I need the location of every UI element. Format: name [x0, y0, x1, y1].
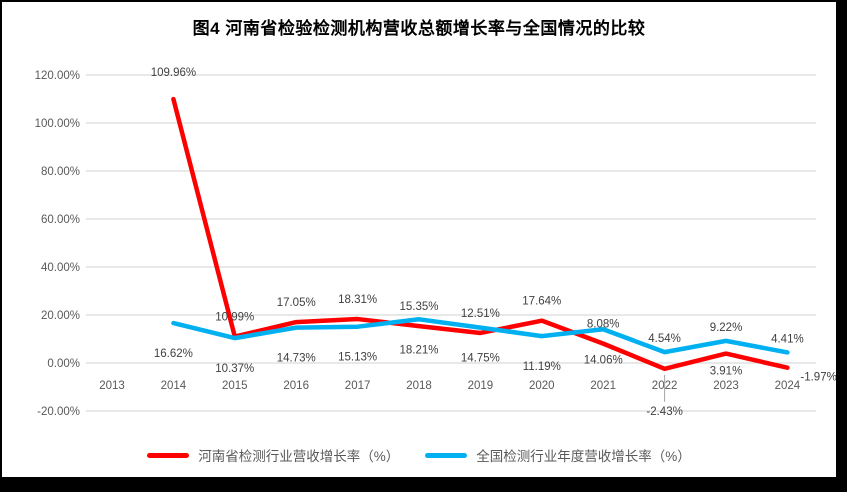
data-label: 14.73%: [277, 353, 316, 365]
x-tick-label: 2015: [222, 380, 248, 392]
chart-legend: 河南省检测行业营收增长率（%） 全国检测行业年度营收增长率（%）: [2, 445, 836, 465]
data-label: 4.41%: [771, 333, 804, 345]
chart-title: 图4 河南省检验检测机构营收总额增长率与全国情况的比较: [192, 19, 646, 38]
data-label: 4.54%: [648, 333, 681, 345]
series-line-henan: [171, 96, 790, 372]
data-label: 14.06%: [584, 354, 623, 366]
y-tick-label: 120.00%: [35, 70, 80, 82]
data-label: 109.96%: [151, 67, 196, 79]
x-tick-label: 2019: [468, 380, 494, 392]
data-label: 16.62%: [154, 348, 193, 360]
data-label: 17.05%: [277, 297, 316, 309]
data-label: 18.31%: [338, 294, 377, 306]
legend-item-national: 全国检测行业年度营收增长率（%）: [425, 445, 691, 465]
data-label: 8.08%: [587, 319, 620, 331]
y-tick-label: 80.00%: [41, 166, 80, 178]
y-tick-label: 60.00%: [41, 214, 80, 226]
data-label: 11.19%: [523, 361, 561, 373]
x-tick-label: 2024: [775, 380, 801, 392]
x-tick-label: 2014: [161, 380, 187, 392]
data-label: 10.99%: [215, 312, 254, 324]
y-tick-label: 40.00%: [41, 262, 80, 274]
data-label: -2.43%: [646, 406, 682, 418]
data-label: 3.91%: [710, 366, 743, 378]
data-label: 9.22%: [710, 322, 743, 334]
series-line-national: [171, 317, 790, 355]
x-tick-label: 2017: [345, 380, 371, 392]
data-label: 15.13%: [338, 352, 377, 364]
y-tick-label: 0.00%: [47, 358, 80, 370]
x-tick-label: 2021: [590, 380, 616, 392]
data-label: 18.21%: [399, 344, 438, 356]
legend-item-henan: 河南省检测行业营收增长率（%）: [147, 445, 399, 465]
y-tick-label: 20.00%: [41, 310, 80, 322]
legend-swatch-national-line: [425, 452, 468, 458]
x-tick-label: 2016: [283, 380, 309, 392]
y-tick-label: -20.00%: [37, 406, 80, 418]
data-label: 12.51%: [461, 308, 500, 320]
x-tick-label: 2013: [99, 380, 125, 392]
data-label: 10.37%: [215, 363, 254, 375]
legend-label-national: 全国检测行业年度营收增长率（%）: [476, 449, 691, 464]
data-label: 14.75%: [461, 353, 500, 365]
legend-label-henan: 河南省检测行业营收增长率（%）: [198, 449, 400, 464]
data-label: 17.64%: [522, 296, 561, 308]
x-tick-label: 2018: [406, 380, 432, 392]
x-tick-label: 2023: [713, 380, 739, 392]
chart-plot-area: 120.00% 100.00% 80.00% 60.00% 40.00% 20.00% 0.…: [35, 67, 836, 418]
data-label: -1.97%: [800, 372, 836, 384]
x-tick-label: 2020: [529, 380, 555, 392]
legend-swatch-henan-line: [147, 452, 190, 458]
y-tick-label: 100.00%: [35, 118, 80, 130]
data-label: 15.35%: [399, 301, 438, 313]
